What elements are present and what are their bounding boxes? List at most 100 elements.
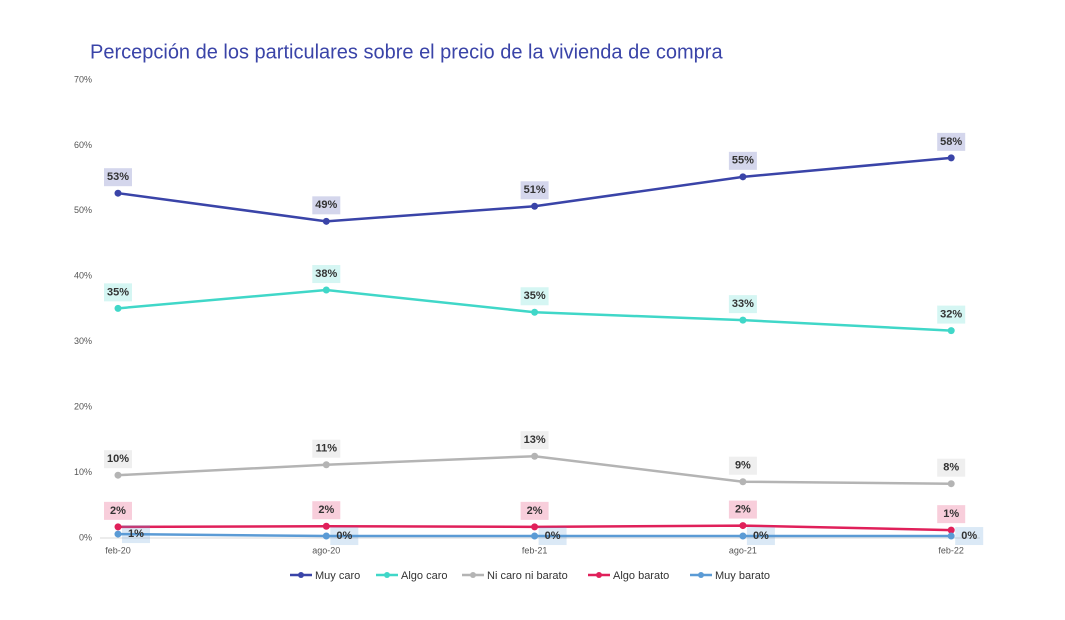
legend-marker bbox=[298, 572, 304, 578]
value-label: 55% bbox=[732, 155, 754, 167]
legend-marker bbox=[596, 572, 602, 578]
x-tick-label: feb-22 bbox=[938, 545, 964, 555]
y-tick-label: 40% bbox=[74, 271, 92, 281]
point bbox=[739, 532, 747, 540]
label-bg bbox=[312, 265, 341, 284]
point bbox=[322, 532, 330, 540]
y-tick-label: 20% bbox=[74, 402, 92, 412]
y-tick-label: 60% bbox=[74, 140, 92, 150]
legend-entry: Algo caro bbox=[376, 570, 447, 582]
label-bg bbox=[312, 501, 341, 520]
legend-entry: Muy caro bbox=[290, 570, 360, 582]
label-bg bbox=[538, 527, 567, 546]
value-label: 35% bbox=[107, 286, 129, 298]
value-label: 0% bbox=[545, 530, 561, 542]
chart-title: Percepción de los particulares sobre el … bbox=[90, 41, 723, 63]
label-bg bbox=[104, 283, 132, 302]
value-label: 1% bbox=[128, 528, 144, 540]
label-bg bbox=[728, 500, 757, 519]
point bbox=[531, 202, 539, 210]
legend-label: Muy caro bbox=[315, 570, 360, 582]
value-label: 9% bbox=[735, 460, 751, 472]
value-label: 2% bbox=[110, 505, 126, 517]
label-bg bbox=[728, 456, 757, 475]
label-bg bbox=[937, 305, 966, 324]
point bbox=[739, 478, 747, 486]
point bbox=[114, 304, 122, 312]
value-label: 35% bbox=[524, 290, 546, 302]
label-bg bbox=[104, 450, 132, 469]
point bbox=[531, 532, 539, 540]
legend-label: Algo caro bbox=[401, 570, 447, 582]
label-bg bbox=[728, 151, 757, 170]
label-bg bbox=[520, 431, 549, 450]
point bbox=[947, 480, 955, 488]
legend-label: Ni caro ni barato bbox=[487, 570, 568, 582]
value-label: 10% bbox=[107, 453, 129, 465]
point bbox=[531, 308, 539, 316]
point bbox=[531, 523, 539, 531]
legend-marker bbox=[384, 572, 390, 578]
value-label: 53% bbox=[107, 171, 129, 183]
point bbox=[739, 522, 747, 530]
value-label: 0% bbox=[753, 530, 769, 542]
legend-label: Muy barato bbox=[715, 570, 770, 582]
value-label: 2% bbox=[527, 505, 543, 517]
y-tick-label: 0% bbox=[79, 532, 92, 542]
value-label: 11% bbox=[316, 443, 338, 455]
value-label: 8% bbox=[943, 462, 959, 474]
point bbox=[947, 154, 955, 162]
y-tick-label: 50% bbox=[74, 205, 92, 215]
x-tick-label: ago-20 bbox=[312, 545, 340, 555]
label-bg bbox=[937, 132, 966, 151]
label-bg bbox=[330, 527, 359, 546]
value-label: 13% bbox=[524, 434, 546, 446]
label-bg bbox=[104, 168, 132, 187]
label-bg bbox=[520, 181, 549, 200]
legend-entry: Algo barato bbox=[588, 570, 669, 582]
y-tick-label: 10% bbox=[74, 467, 92, 477]
point bbox=[531, 452, 539, 460]
value-label: 33% bbox=[732, 298, 754, 310]
legend-marker bbox=[470, 572, 476, 578]
x-tick-label: feb-21 bbox=[522, 545, 548, 555]
value-label: 0% bbox=[961, 530, 977, 542]
point bbox=[739, 173, 747, 181]
label-bg bbox=[122, 525, 150, 544]
value-label: 58% bbox=[940, 136, 962, 148]
label-bg bbox=[312, 439, 341, 458]
label-bg bbox=[937, 505, 966, 524]
point bbox=[947, 327, 955, 335]
value-label: 2% bbox=[318, 504, 334, 516]
point bbox=[114, 530, 122, 538]
value-label: 32% bbox=[940, 308, 962, 320]
point bbox=[322, 461, 330, 469]
x-tick-label: feb-20 bbox=[105, 545, 131, 555]
value-label: 49% bbox=[315, 199, 337, 211]
value-label: 0% bbox=[336, 530, 352, 542]
label-bg bbox=[520, 287, 549, 306]
legend-label: Algo barato bbox=[613, 570, 669, 582]
legend-marker bbox=[698, 572, 704, 578]
x-tick-label: ago-21 bbox=[729, 545, 757, 555]
legend-entry: Ni caro ni barato bbox=[462, 570, 568, 582]
label-bg bbox=[520, 501, 549, 520]
label-bg bbox=[312, 196, 341, 215]
value-label: 38% bbox=[315, 268, 337, 280]
point bbox=[947, 532, 955, 540]
label-bg bbox=[937, 458, 966, 477]
point bbox=[947, 526, 955, 534]
label-bg bbox=[955, 527, 984, 546]
point bbox=[739, 316, 747, 324]
y-tick-label: 30% bbox=[74, 336, 92, 346]
series-line bbox=[117, 454, 952, 485]
value-label: 2% bbox=[735, 503, 751, 515]
label-bg bbox=[104, 501, 132, 520]
point bbox=[114, 523, 122, 531]
legend-entry: Muy barato bbox=[690, 570, 770, 582]
label-bg bbox=[728, 295, 757, 314]
value-label: 1% bbox=[943, 508, 959, 520]
point bbox=[114, 189, 122, 197]
point bbox=[322, 286, 330, 294]
